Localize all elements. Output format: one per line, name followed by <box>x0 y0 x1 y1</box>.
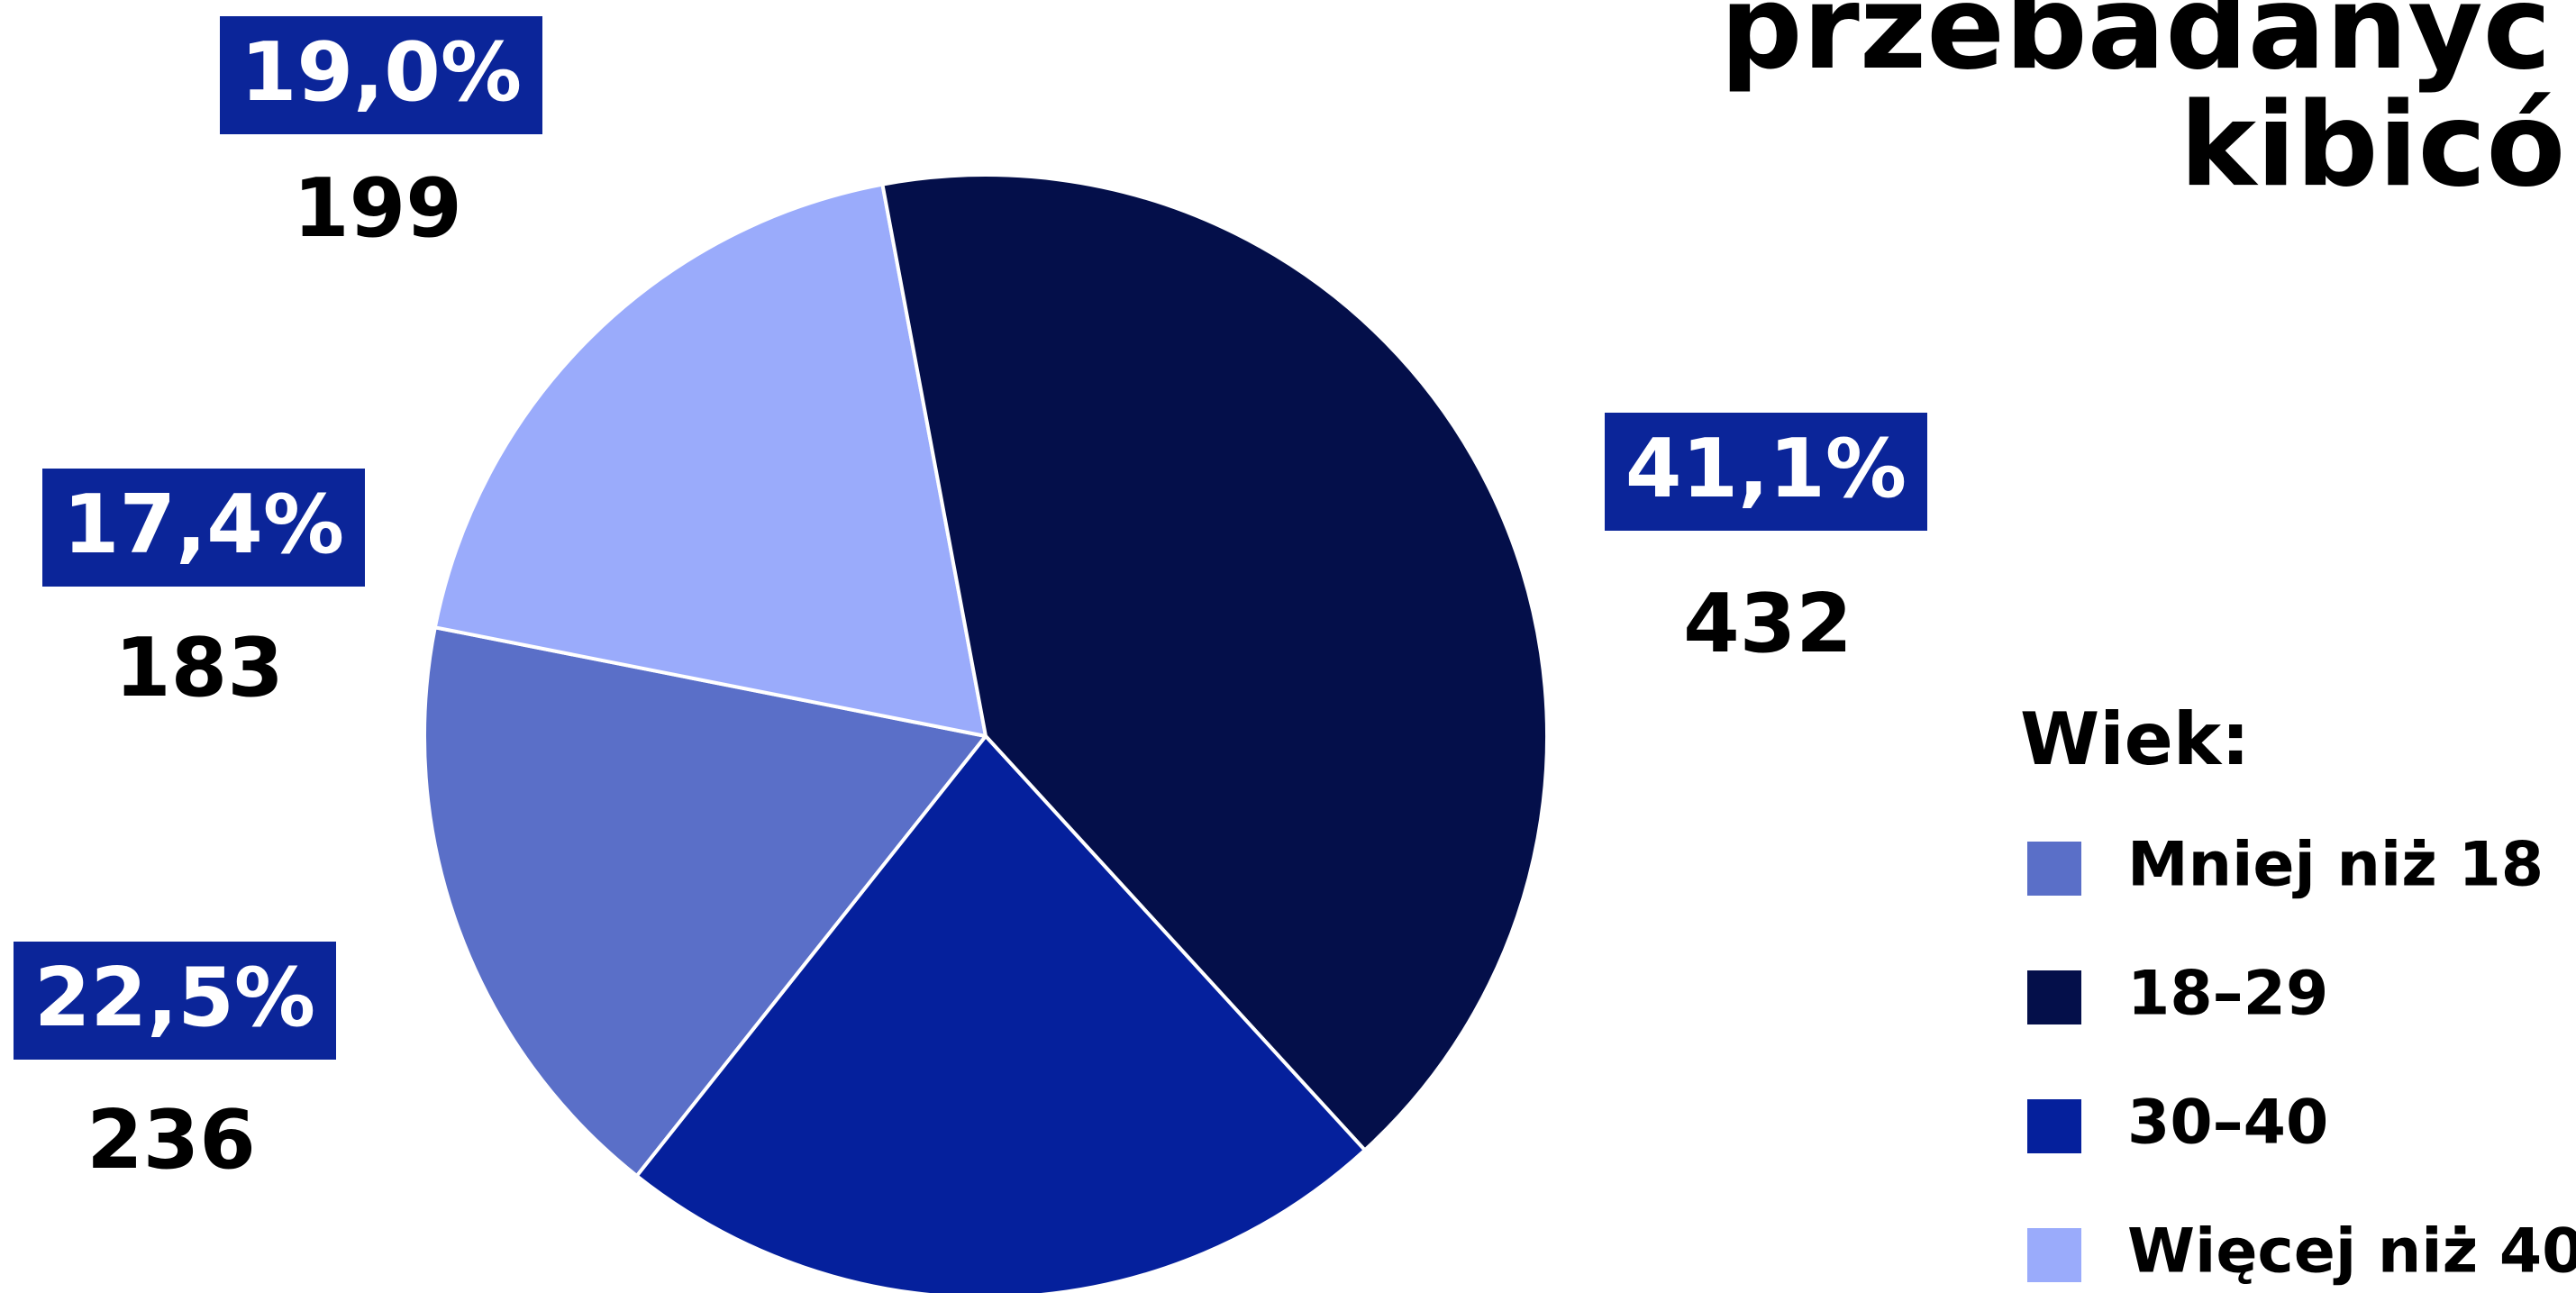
chart-title: kibicó <box>2180 78 2565 213</box>
legend-swatch <box>2027 842 2081 896</box>
count-label: 183 <box>114 621 284 715</box>
legend-label: Mniej niż 18 <box>2127 830 2544 901</box>
percent-label-box <box>220 16 542 134</box>
legend-label: 18–29 <box>2127 959 2328 1030</box>
legend-label: Więcej niż 40 <box>2127 1216 2576 1288</box>
legend-label: 30–40 <box>2127 1088 2328 1159</box>
percent-label-box <box>1605 413 1927 531</box>
pie-slice <box>880 173 1550 1153</box>
chart-title: przebadanyc <box>1720 0 2552 96</box>
percent-label: 22,5% <box>34 951 315 1045</box>
legend-swatch <box>2027 1228 2081 1282</box>
count-label: 236 <box>86 1093 256 1188</box>
percent-label: 19,0% <box>241 25 522 120</box>
percent-label: 41,1% <box>1625 422 1907 516</box>
legend-swatch <box>2027 1099 2081 1153</box>
count-label: 432 <box>1683 577 1852 671</box>
percent-label: 17,4% <box>63 478 344 572</box>
pie-slice <box>633 733 1368 1293</box>
pie-slice <box>432 182 988 739</box>
percent-label-box <box>42 469 365 587</box>
pie-slice <box>423 624 989 1179</box>
legend-title: Wiek: <box>2020 697 2250 781</box>
legend-swatch <box>2027 970 2081 1024</box>
percent-label-box <box>14 942 336 1060</box>
count-label: 199 <box>293 161 462 256</box>
